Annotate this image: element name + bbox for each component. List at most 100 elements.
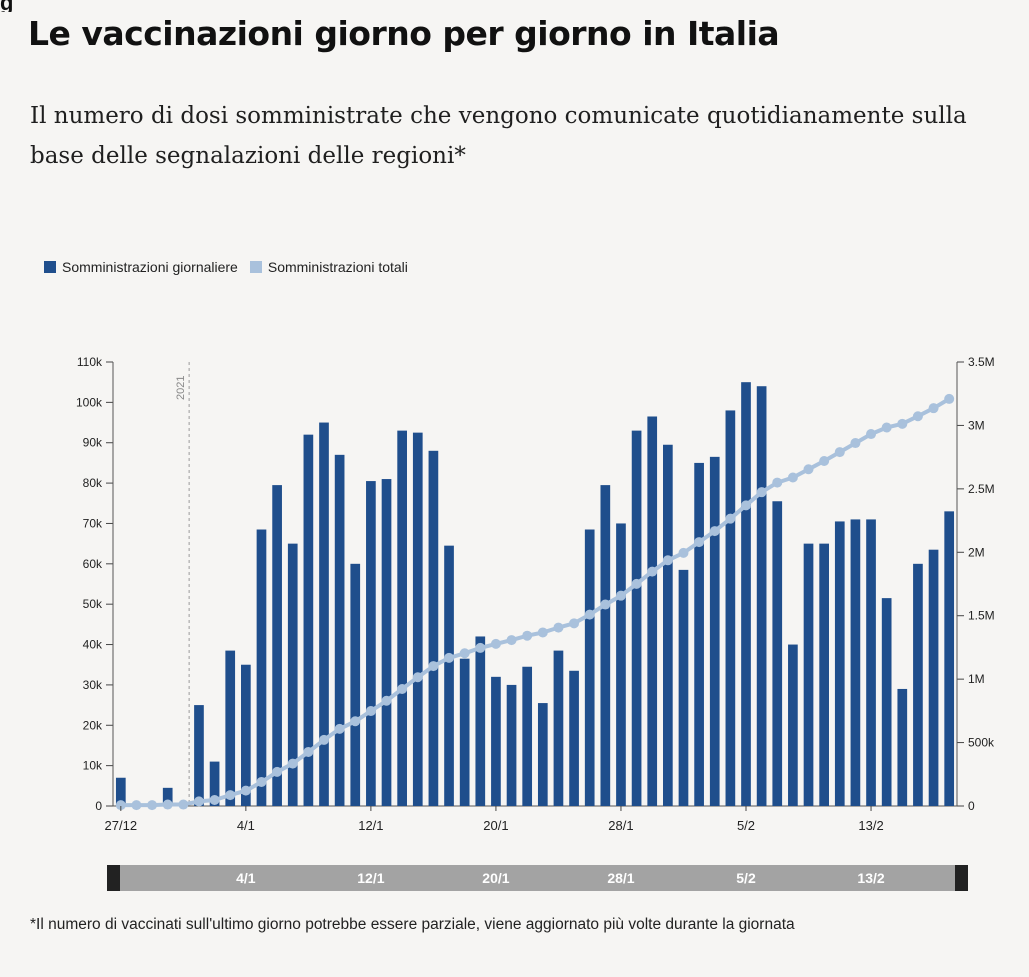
bar-daily [537, 703, 548, 806]
point-total [428, 661, 439, 672]
bar-daily [256, 529, 267, 806]
point-total [569, 618, 580, 629]
bar-daily [803, 543, 814, 806]
bar-daily [444, 545, 454, 806]
point-total [287, 758, 298, 769]
bar-daily [647, 416, 658, 806]
point-total [647, 566, 658, 577]
bar-daily [506, 684, 517, 806]
x-tick-label: 4/1 [237, 818, 255, 833]
point-total [944, 393, 955, 404]
bar-daily [944, 511, 955, 806]
bar-daily [850, 519, 861, 806]
point-total [850, 438, 861, 449]
x-tick-label: 12/1 [358, 818, 383, 833]
point-total [272, 766, 283, 777]
y-right-tick-label: 2.5M [968, 482, 995, 496]
page-title: Le vaccinazioni giorno per giorno in Ita… [28, 14, 780, 53]
legend-swatch-daily [44, 261, 56, 273]
point-total [709, 526, 720, 537]
navigator-label: 5/2 [736, 870, 756, 886]
bar-daily [522, 666, 533, 806]
range-navigator-handle-right [955, 865, 968, 891]
bar-daily [272, 485, 282, 806]
chart-legend: Somministrazioni giornaliere Somministra… [44, 259, 420, 275]
x-tick-label: 20/1 [483, 818, 508, 833]
point-total [787, 472, 798, 483]
y-left-tick-label: 80k [83, 476, 103, 490]
point-total [381, 695, 392, 706]
point-total [240, 785, 251, 796]
bar-daily [834, 521, 845, 806]
bar-daily [756, 386, 767, 806]
y-right-tick-label: 3.5M [968, 355, 995, 369]
bar-daily [881, 598, 892, 806]
bar-daily [366, 481, 376, 806]
bar-daily [772, 501, 783, 806]
x-tick-label: 27/12 [105, 818, 138, 833]
bar-daily [303, 434, 314, 806]
bar-daily [663, 444, 673, 806]
bar-daily [459, 658, 470, 806]
point-total [162, 799, 173, 810]
bar-daily [741, 382, 751, 806]
point-total [475, 642, 486, 653]
point-total [506, 635, 517, 646]
point-total [490, 638, 501, 649]
y-right-tick-label: 0 [968, 799, 975, 813]
y-left-tick-label: 30k [83, 678, 103, 692]
point-total [225, 790, 236, 801]
bar-daily [788, 644, 798, 806]
y-right-tick-label: 2M [968, 545, 985, 559]
page-subtitle: Il numero di dosi somministrate che veng… [30, 103, 967, 169]
bar-daily [412, 432, 423, 806]
point-total [209, 794, 220, 805]
year-divider-label: 2021 [175, 376, 187, 400]
point-total [350, 716, 361, 727]
point-total [897, 418, 908, 429]
point-total [600, 599, 611, 610]
point-total [412, 672, 423, 683]
point-total [866, 429, 877, 440]
point-total [193, 796, 204, 807]
point-total [319, 734, 329, 745]
point-total [819, 456, 830, 467]
y-right-tick-label: 3M [968, 418, 985, 432]
bar-daily [287, 543, 298, 806]
navigator-label: 20/1 [482, 870, 509, 886]
legend-item-total[interactable]: Somministrazioni totali [249, 259, 408, 275]
y-left-tick-label: 40k [83, 638, 103, 652]
bar-daily [428, 450, 439, 806]
bar-daily [819, 543, 829, 806]
bar-daily [600, 485, 611, 806]
bar-daily [928, 549, 939, 806]
bar-daily [616, 523, 626, 806]
cropped-heading-fragment: g [0, 0, 110, 12]
bar-daily [334, 454, 345, 806]
legend-label-total: Somministrazioni totali [267, 259, 408, 275]
point-total [772, 477, 783, 488]
y-left-tick-label: 90k [83, 436, 103, 450]
point-total [803, 464, 814, 475]
point-total [334, 723, 345, 734]
bar-daily [319, 422, 329, 806]
y-right-tick-label: 500k [968, 736, 995, 750]
navigator-label: 28/1 [607, 870, 634, 886]
point-total [553, 622, 564, 633]
point-total [397, 683, 408, 694]
point-total [756, 487, 767, 498]
bar-daily [241, 664, 251, 806]
range-navigator-handle-left [107, 865, 120, 891]
bar-daily [209, 761, 220, 806]
x-tick-label: 5/2 [737, 818, 755, 833]
legend-label-daily: Somministrazioni giornaliere [62, 259, 238, 275]
bar-daily [709, 456, 720, 806]
point-total [912, 411, 923, 422]
navigator-label: 12/1 [357, 870, 384, 886]
legend-item-daily[interactable]: Somministrazioni giornaliere [44, 259, 238, 275]
point-total [631, 578, 642, 589]
bar-daily [631, 430, 642, 806]
y-left-tick-label: 10k [83, 759, 103, 773]
point-total [178, 799, 189, 810]
point-total [694, 537, 705, 548]
